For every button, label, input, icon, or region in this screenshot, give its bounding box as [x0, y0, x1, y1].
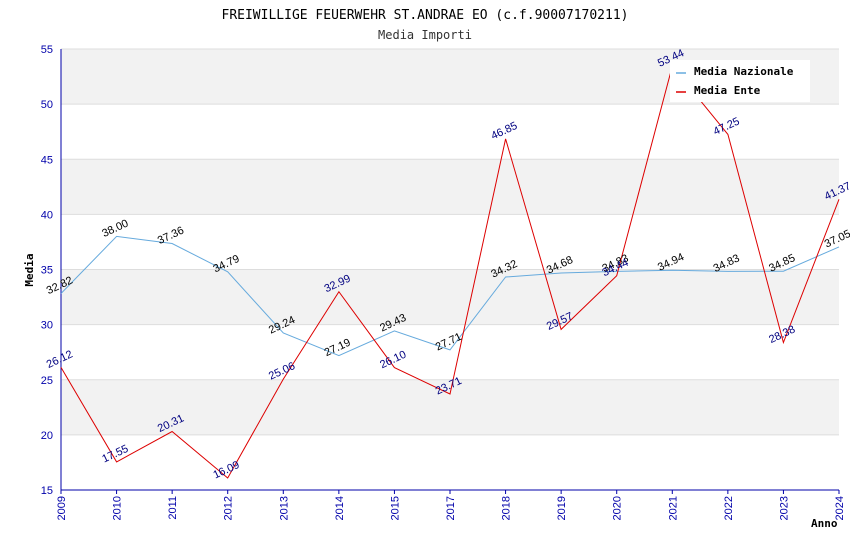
series-lines	[60, 65, 840, 479]
x-tick-label: 2011	[167, 496, 179, 520]
y-tick-label: 30	[41, 320, 53, 332]
x-tick-label: 2009	[56, 496, 68, 520]
x-tick-label: 2020	[612, 496, 624, 520]
data-label: 46.85	[489, 120, 519, 143]
x-tick-label: 2024	[834, 496, 846, 520]
x-tick-labels: 2009 2010 2011 2012 2013 2014 2015 2017 2018 2019…	[56, 496, 846, 520]
data-label: 26.12	[45, 348, 75, 371]
data-label: 38.00	[100, 217, 130, 240]
x-tick-label: 2010	[112, 496, 124, 520]
grid-lines	[61, 48, 839, 491]
data-label: 47.25	[712, 115, 742, 138]
x-tick-label: 2015	[389, 496, 401, 520]
data-label: 28.38	[767, 324, 797, 347]
x-tick-label: 2023	[778, 496, 790, 520]
chart-subtitle: Media Importi	[378, 28, 472, 42]
chart-title: FREIWILLIGE FEUERWEHR ST.ANDRAE EO (c.f.…	[222, 8, 629, 23]
x-tick-label: 2017	[445, 496, 457, 520]
legend-box	[670, 60, 810, 102]
x-axis-label: Anno	[811, 517, 838, 530]
plot-band	[61, 379, 839, 435]
data-label: 27.19	[323, 337, 353, 360]
y-axis-label: Media	[23, 253, 36, 286]
series-line-media-nazionale	[60, 235, 840, 357]
legend-label-media-ente: Media Ente	[694, 84, 761, 97]
legend-label-media-nazionale: Media Nazionale	[694, 65, 794, 78]
y-tick-label: 25	[41, 375, 53, 387]
x-tick-label: 2021	[667, 496, 679, 520]
x-tick-label: 2019	[556, 496, 568, 520]
x-tick-label: 2014	[334, 496, 346, 520]
y-tick-label: 35	[41, 265, 53, 277]
y-tick-labels: 15 20 25 30 35 40 45 50 55	[41, 44, 53, 497]
y-tick-label: 40	[41, 209, 53, 221]
y-tick-label: 50	[41, 99, 53, 111]
data-label: 16.09	[211, 459, 241, 482]
y-tick-label: 20	[41, 430, 53, 442]
series-line-media-ente	[60, 65, 840, 479]
x-tick-label: 2018	[501, 496, 513, 520]
x-tick-label: 2013	[278, 496, 290, 520]
plot-band	[61, 159, 839, 215]
plot-band	[61, 269, 839, 325]
plot-bands	[61, 49, 839, 435]
y-tick-label: 55	[41, 44, 53, 56]
y-tick-label: 45	[41, 154, 53, 166]
legend: Media Nazionale Media Ente	[670, 60, 810, 102]
y-tick-label: 15	[41, 485, 53, 497]
data-label: 25.06	[267, 360, 297, 383]
data-label: 17.55	[100, 443, 130, 466]
x-tick-label: 2012	[223, 496, 235, 520]
axes	[60, 49, 840, 494]
x-tick-label: 2022	[723, 496, 735, 520]
